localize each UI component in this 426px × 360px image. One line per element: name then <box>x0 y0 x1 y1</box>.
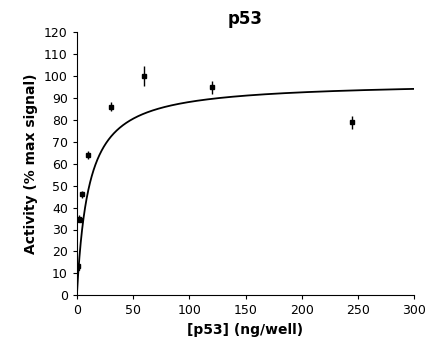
X-axis label: [p53] (ng/well): [p53] (ng/well) <box>187 323 303 337</box>
Title: p53: p53 <box>227 10 262 28</box>
Y-axis label: Activity (% max signal): Activity (% max signal) <box>24 73 38 254</box>
